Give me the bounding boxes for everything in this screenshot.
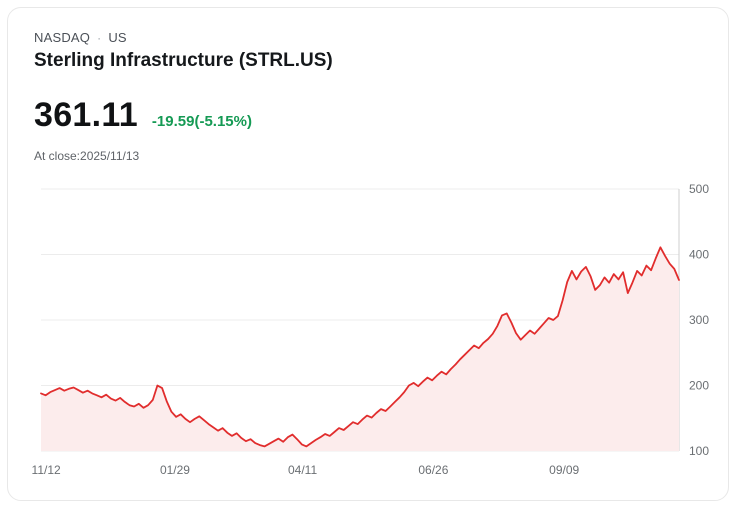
stock-title: Sterling Infrastructure (STRL.US) [34,50,333,71]
exchange-row: NASDAQ · US [8,8,728,45]
x-axis-tick-label: 11/12 [32,463,61,477]
exchange-label: NASDAQ [34,30,91,45]
region-label: US [108,30,127,45]
current-price: 361.11 [34,96,138,134]
y-axis-tick-label: 300 [689,313,709,327]
y-axis-tick-label: 100 [689,444,709,458]
price-chart[interactable]: 100 200 300 400 500 11/12 01/29 04/11 06/26 09/09 [8,177,728,500]
x-axis-tick-label: 01/29 [160,463,190,477]
stock-quote-card: NASDAQ · US Sterling Infrastructure (STR… [7,7,729,501]
x-axis-tick-label: 06/26 [418,463,448,477]
price-row: 361.11 -19.59(-5.15%) [8,72,728,135]
price-change: -19.59(-5.15%) [151,113,252,130]
price-chart-canvas[interactable]: 100 200 300 400 500 11/12 01/29 04/11 06/26 09/09 [9,177,727,495]
y-axis-tick-label: 400 [689,248,709,262]
y-axis-tick-label: 500 [689,182,709,196]
price-line [40,246,680,448]
as-of-label: At close:2025/11/13 [34,149,140,163]
chart-area-fill [41,247,679,451]
y-axis-tick-label: 200 [689,379,709,393]
x-axis-tick-label: 09/09 [549,463,579,477]
x-axis-tick-label: 04/11 [288,463,317,477]
separator-dot: · [97,30,102,45]
